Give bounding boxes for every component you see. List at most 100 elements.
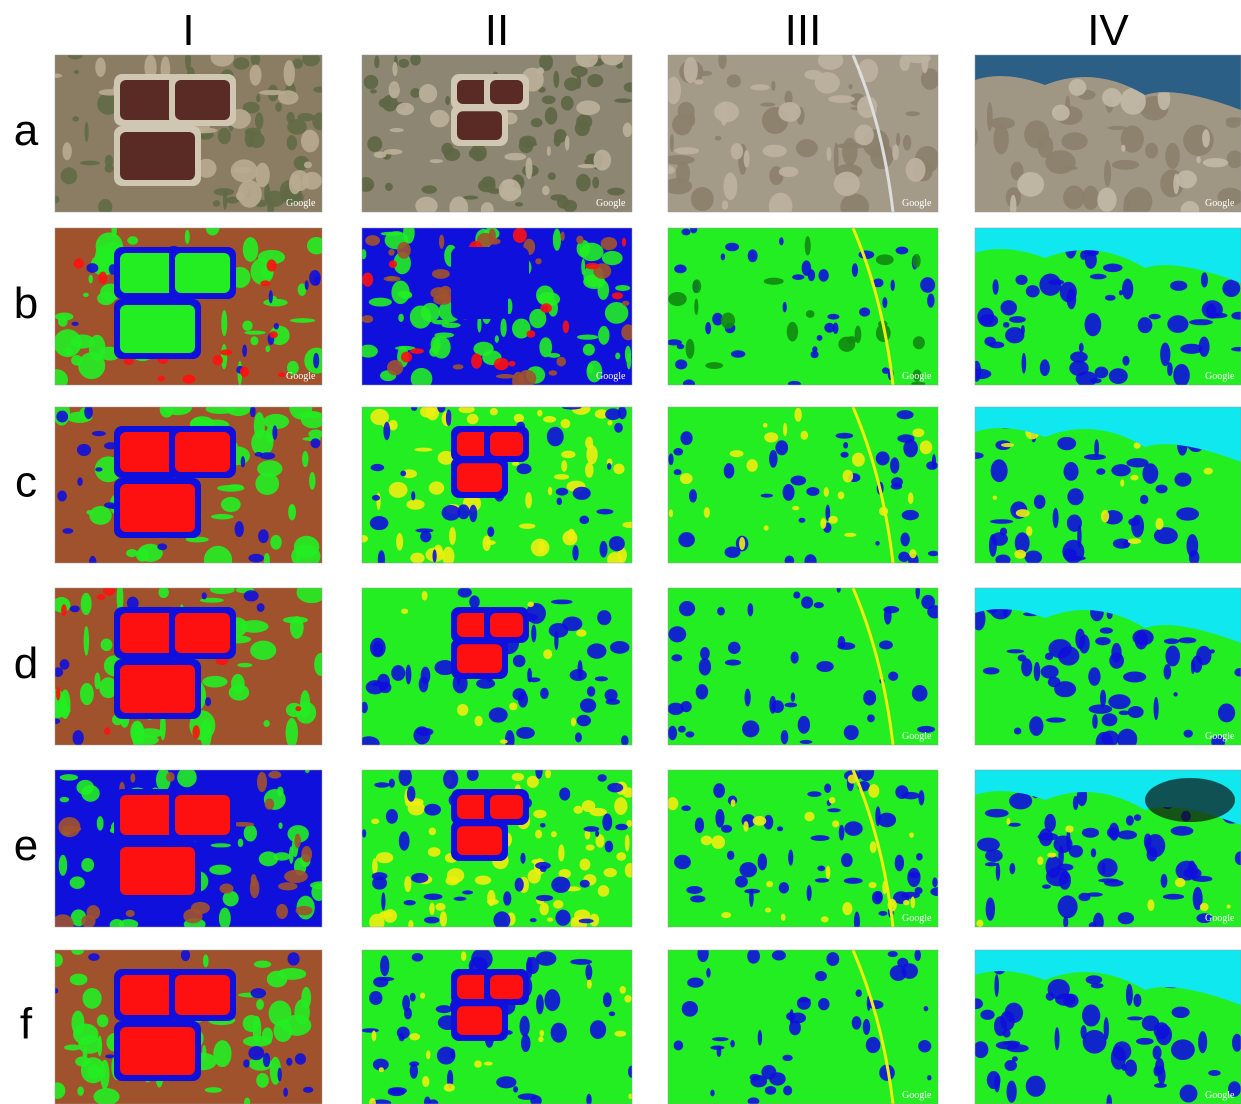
texture	[576, 100, 600, 115]
texture	[621, 324, 635, 340]
texture	[312, 112, 328, 130]
texture	[1104, 1017, 1109, 1040]
reservoir	[457, 644, 502, 673]
texture	[258, 529, 269, 543]
texture	[302, 52, 320, 67]
texture	[436, 1005, 453, 1013]
texture	[1104, 160, 1111, 187]
texture	[827, 314, 839, 320]
texture	[909, 549, 916, 558]
texture	[72, 116, 79, 121]
texture	[614, 1031, 626, 1037]
texture	[1047, 853, 1056, 858]
texture	[429, 828, 436, 836]
texture	[1006, 818, 1010, 825]
texture	[512, 773, 524, 781]
texture	[731, 799, 736, 806]
texture	[1175, 878, 1185, 887]
texture	[1218, 703, 1235, 722]
texture	[85, 122, 89, 142]
reservoir	[120, 1027, 195, 1075]
texture	[1015, 275, 1027, 285]
texture	[758, 1030, 762, 1046]
texture	[202, 592, 207, 599]
texture	[1200, 903, 1209, 911]
texture	[243, 237, 259, 262]
texture	[243, 1059, 250, 1067]
texture	[253, 1016, 262, 1043]
texture	[902, 510, 919, 520]
texture	[1111, 643, 1121, 663]
texture	[1179, 637, 1197, 643]
texture	[527, 668, 532, 683]
texture	[241, 456, 246, 467]
texture	[458, 587, 472, 597]
texture	[1040, 359, 1050, 376]
texture	[677, 344, 685, 349]
texture	[1090, 378, 1101, 383]
texture	[103, 584, 115, 596]
texture	[588, 363, 594, 374]
texture	[670, 134, 674, 152]
texture	[596, 509, 613, 515]
texture	[424, 804, 441, 816]
texture	[411, 368, 433, 390]
texture	[260, 452, 275, 459]
texture	[1131, 515, 1144, 538]
texture	[1201, 272, 1208, 287]
texture	[911, 896, 916, 908]
texture	[370, 516, 389, 530]
texture	[531, 118, 543, 127]
texture	[912, 685, 928, 701]
texture	[309, 472, 315, 490]
texture	[718, 51, 726, 69]
texture	[742, 720, 759, 737]
texture	[500, 739, 508, 743]
texture	[1163, 894, 1184, 900]
texture	[686, 339, 695, 359]
texture	[785, 555, 795, 565]
texture	[1018, 654, 1027, 661]
texture	[1037, 856, 1043, 865]
column-label: III	[785, 6, 822, 55]
texture	[562, 405, 581, 410]
texture	[625, 346, 631, 363]
texture	[912, 254, 920, 268]
texture	[565, 135, 570, 150]
texture	[192, 725, 200, 739]
texture	[790, 476, 806, 486]
texture	[64, 347, 73, 355]
texture	[1064, 462, 1079, 481]
texture	[597, 610, 611, 625]
texture	[401, 352, 412, 363]
texture	[811, 835, 830, 841]
texture	[553, 229, 561, 251]
texture	[1090, 274, 1107, 280]
texture	[269, 290, 273, 303]
texture	[540, 865, 547, 872]
texture	[779, 237, 784, 245]
reservoir	[175, 253, 230, 293]
texture	[1130, 475, 1138, 481]
texture	[876, 451, 890, 465]
texture	[932, 454, 936, 469]
texture	[126, 549, 138, 557]
texture	[440, 911, 447, 926]
texture	[527, 602, 534, 607]
texture	[818, 998, 829, 1010]
texture	[476, 678, 495, 688]
texture	[1206, 304, 1216, 317]
texture	[288, 952, 300, 965]
texture	[396, 103, 414, 115]
reservoir	[490, 253, 523, 277]
texture	[605, 841, 613, 853]
texture	[256, 999, 264, 1010]
texture	[263, 299, 287, 307]
texture	[667, 797, 678, 810]
texture	[248, 554, 264, 563]
texture	[430, 159, 443, 163]
reservoir	[120, 80, 175, 120]
texture	[60, 797, 70, 802]
reservoir	[120, 613, 175, 653]
texture	[1016, 509, 1030, 517]
